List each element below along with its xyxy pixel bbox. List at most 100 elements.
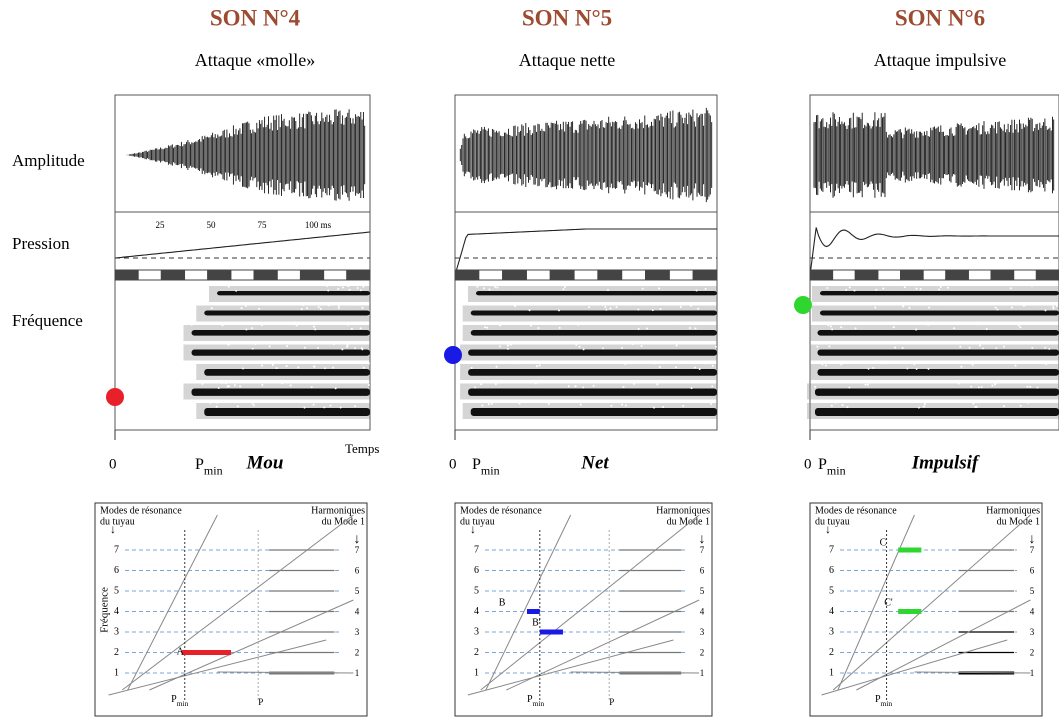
harmonic-band <box>817 330 1059 336</box>
left-tick: 4 <box>474 606 479 617</box>
spectrogram-speck <box>606 289 609 292</box>
spectrogram-speck <box>834 401 837 404</box>
spectrogram-speck <box>499 324 502 327</box>
spectrogram-speck <box>341 348 344 351</box>
spectrogram-speck <box>227 285 230 288</box>
spectrogram-speck <box>312 403 315 406</box>
diagonal <box>127 514 218 691</box>
spectrogram-speck <box>588 306 591 309</box>
diagonal <box>121 514 354 691</box>
right-tick: 7 <box>1030 545 1035 555</box>
spectrogram-speck <box>354 405 357 408</box>
spectrogram-speck <box>1023 304 1026 307</box>
spectrogram-speck <box>215 405 218 408</box>
pmin-label: Pmin <box>818 456 846 477</box>
spectrogram-speck <box>854 327 857 330</box>
time-stripe <box>1013 269 1037 281</box>
left-tick: 3 <box>114 626 119 637</box>
spectrogram-speck <box>558 309 561 312</box>
spectrogram-speck <box>245 328 248 331</box>
spectrogram-speck <box>903 286 906 289</box>
left-tick: 1 <box>829 667 834 678</box>
right-tick: 1 <box>700 668 705 678</box>
spectrogram-speck <box>934 342 937 345</box>
spectrogram-speck <box>821 363 824 366</box>
spectrogram-speck <box>537 327 540 330</box>
diagram-right-title: du Mode 1 <box>322 516 365 527</box>
panel-frame <box>114 94 371 431</box>
spectrogram-speck <box>251 347 254 350</box>
spectrogram-speck <box>494 285 497 288</box>
pmin-label-base: P <box>195 456 204 473</box>
spectrogram-speck <box>690 387 693 390</box>
spectrogram-speck <box>470 366 473 369</box>
spectrogram-speck <box>584 323 587 326</box>
time-stripe <box>668 269 694 281</box>
time-stripe <box>967 269 992 281</box>
spectrogram-speck <box>937 303 940 306</box>
spectrogram-speck <box>577 401 580 404</box>
spectrogram-speck <box>1014 364 1017 367</box>
spectrogram-speck <box>347 285 350 288</box>
spectrogram-speck <box>1026 385 1029 388</box>
pressure-curve <box>454 228 717 276</box>
spectrogram-speck <box>632 382 635 385</box>
spectrogram-speck <box>488 288 491 291</box>
time-tick: 100 ms <box>305 220 332 230</box>
spectrogram-speck <box>362 401 365 404</box>
arrow: ↓ <box>699 532 706 547</box>
time-stripe <box>184 269 209 281</box>
spectrogram-speck <box>564 285 567 288</box>
time-stripe <box>900 269 924 281</box>
spectrogram-speck <box>1027 401 1030 404</box>
left-tick: 7 <box>114 544 119 555</box>
spectrogram-speck <box>831 328 834 331</box>
right-tick: 5 <box>355 586 360 596</box>
spectrogram-speck <box>518 402 521 405</box>
spectrogram-speck <box>615 305 618 308</box>
left-tick: 1 <box>474 667 479 678</box>
spectrogram-speck <box>824 364 827 367</box>
harmonic-band <box>468 388 717 396</box>
arrow: ↓ <box>470 522 476 536</box>
spectrogram-speck <box>1019 404 1022 407</box>
spectrogram-speck <box>1036 386 1039 389</box>
spectrogram-speck <box>285 364 288 367</box>
spectrogram-speck <box>535 365 538 368</box>
spectrogram-speck <box>319 307 322 310</box>
spectrogram-speck <box>917 406 920 409</box>
left-tick: 4 <box>829 606 834 617</box>
time-stripe <box>549 269 575 281</box>
point-label: C' <box>884 597 893 608</box>
diagonal <box>570 671 700 674</box>
spectrogram-speck <box>251 402 254 405</box>
spectrogram-speck <box>568 284 571 287</box>
spectrogram-speck <box>711 385 714 388</box>
diagram-pmin-sub: min <box>177 699 189 708</box>
spectrogram-speck <box>220 381 223 384</box>
origin-label: 0 <box>804 456 812 472</box>
spectrogram-speck <box>217 401 220 404</box>
diagram-right-title: du Mode 1 <box>667 516 710 527</box>
time-stripe <box>877 269 902 281</box>
time-tick: 25 <box>156 220 166 230</box>
spectrogram-speck <box>337 304 340 307</box>
left-tick: 6 <box>474 565 479 576</box>
diagonal <box>467 639 674 696</box>
spectrogram-speck <box>1029 385 1032 388</box>
spectrogram-speck <box>881 362 884 365</box>
right-tick: 7 <box>700 545 705 555</box>
spectrogram-speck <box>978 344 981 347</box>
pmin-label-base: P <box>818 456 827 473</box>
spectrogram-speck <box>637 308 640 311</box>
spectrogram-speck <box>484 326 487 329</box>
left-tick: 2 <box>114 647 119 658</box>
spectrogram-speck <box>1044 346 1047 349</box>
time-stripe <box>253 269 278 281</box>
spectrogram-speck <box>621 403 624 406</box>
spectrogram-speck <box>271 362 274 365</box>
origin-label: 0 <box>449 456 457 472</box>
diagram-pmin: Pmin <box>527 694 544 707</box>
spectrogram-speck <box>201 382 204 385</box>
harmonic-band <box>191 388 370 396</box>
